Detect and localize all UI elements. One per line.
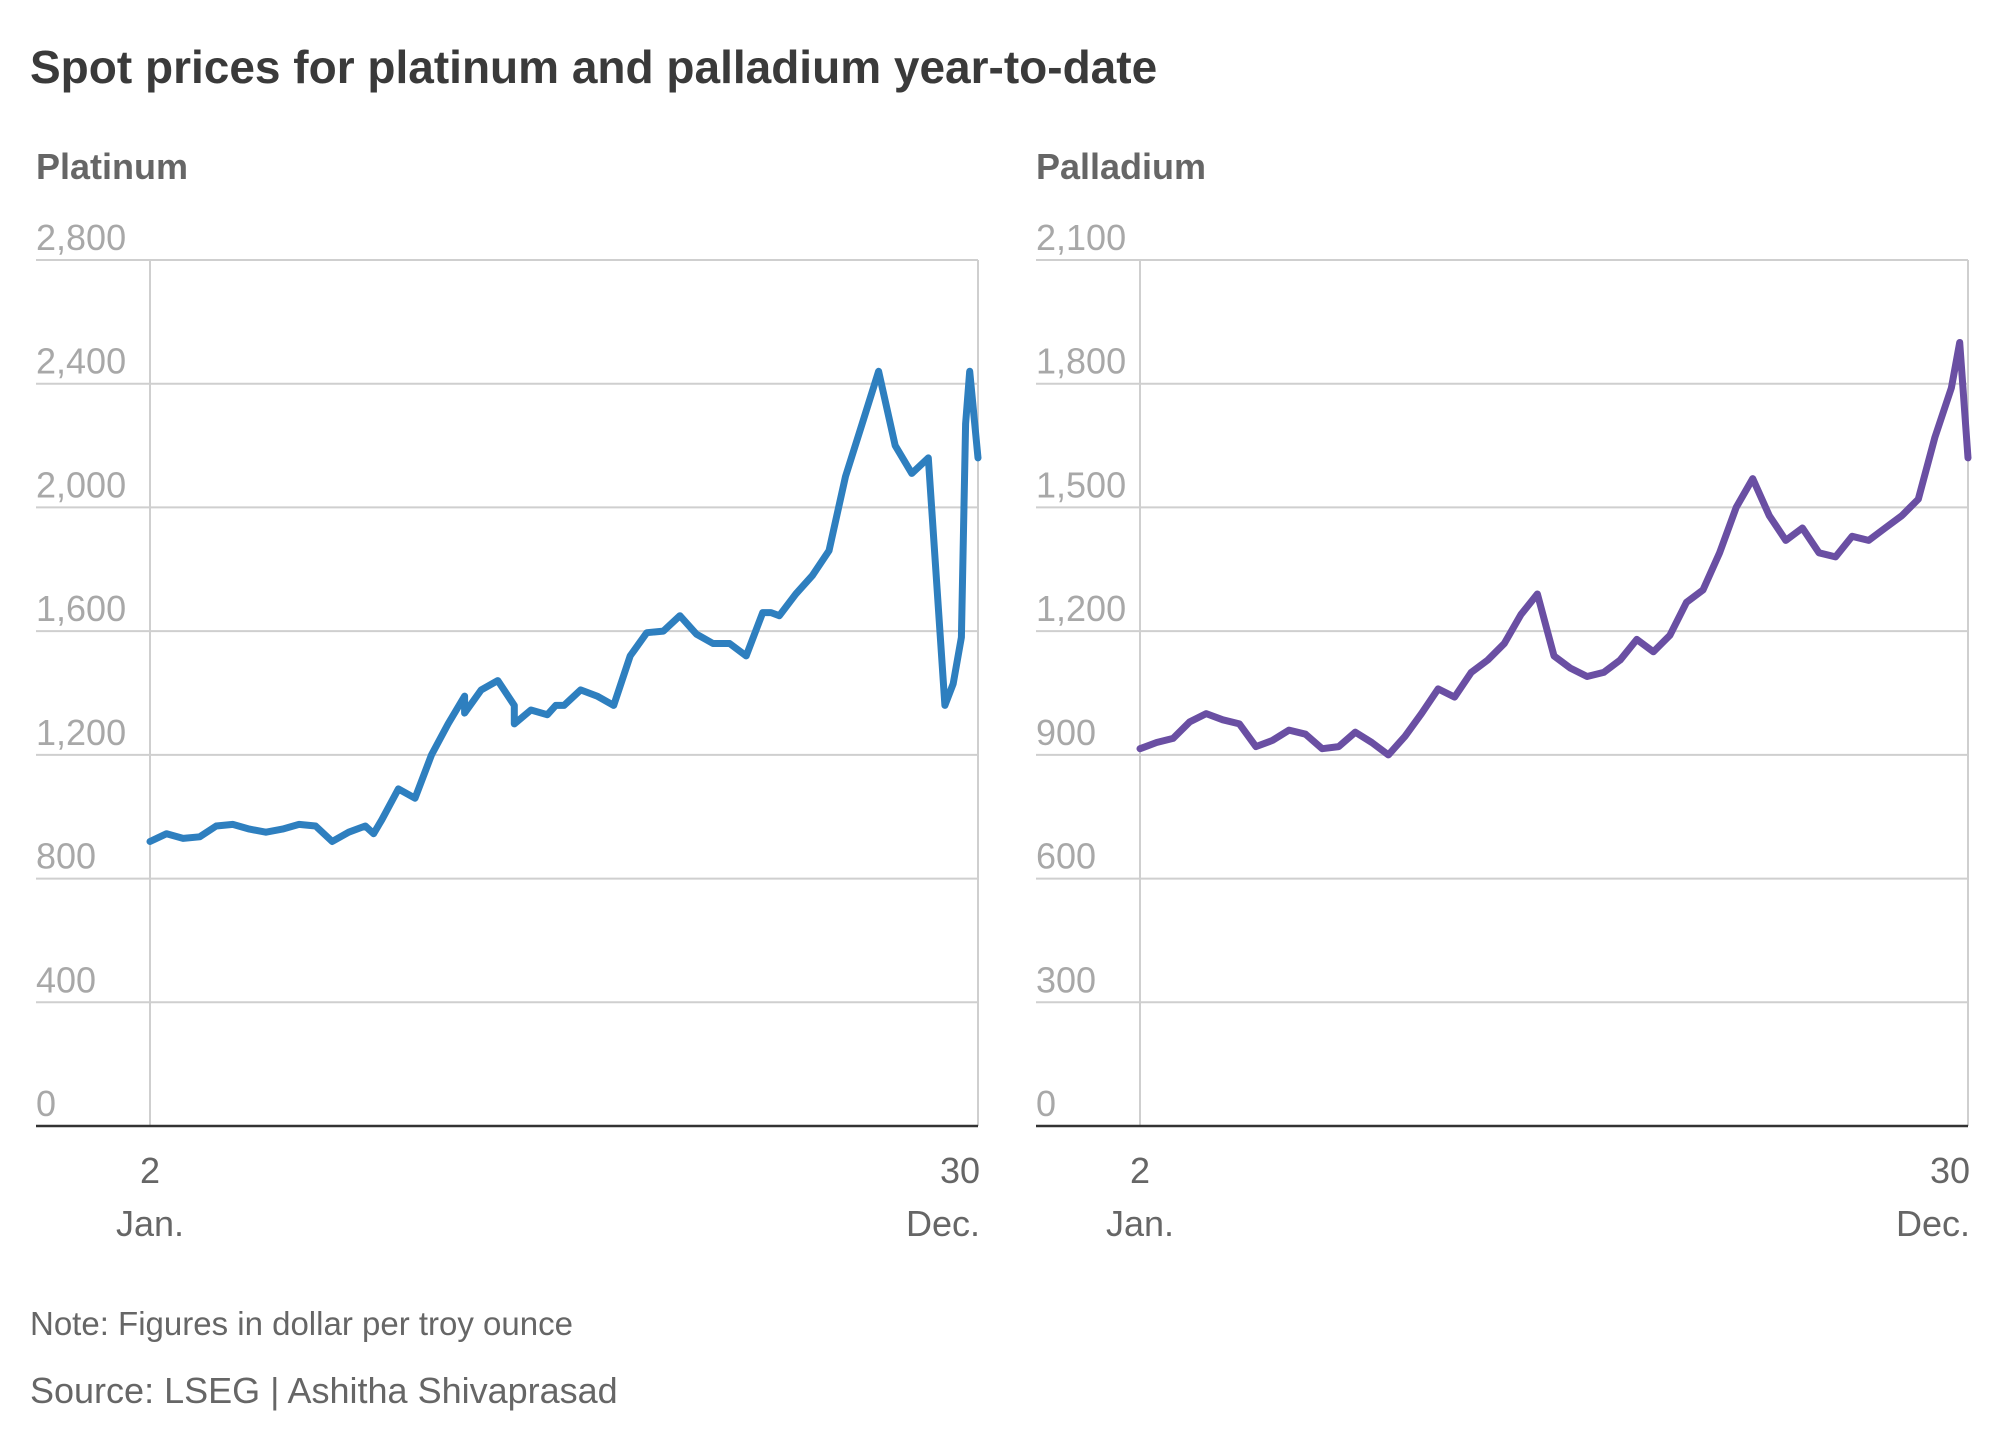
platinum-y-tick-label: 1,200 bbox=[36, 712, 126, 753]
note: Note: Figures in dollar per troy ounce bbox=[30, 1305, 573, 1342]
platinum-x-tick-month: Jan. bbox=[116, 1203, 184, 1244]
platinum-y-tick-label: 800 bbox=[36, 836, 96, 877]
palladium-panel-title: Palladium bbox=[1036, 146, 1207, 187]
palladium-x-tick-day: 30 bbox=[1930, 1150, 1970, 1191]
chart-title: Spot prices for platinum and palladium y… bbox=[30, 41, 1158, 93]
platinum-panel-title: Platinum bbox=[36, 146, 189, 187]
platinum-x-tick-month: Dec. bbox=[906, 1203, 980, 1244]
platinum-y-tick-label: 2,800 bbox=[36, 217, 126, 258]
platinum-y-tick-label: 400 bbox=[36, 959, 96, 1000]
palladium-series-line bbox=[1136, 339, 1972, 759]
platinum-x-tick-day: 30 bbox=[940, 1150, 980, 1191]
platinum-x-tick-day: 2 bbox=[140, 1150, 160, 1191]
palladium-y-tick-label: 300 bbox=[1036, 959, 1096, 1000]
palladium-y-tick-label: 1,800 bbox=[1036, 341, 1126, 382]
palladium-y-tick-label: 600 bbox=[1036, 836, 1096, 877]
palladium-x-tick-month: Jan. bbox=[1106, 1203, 1174, 1244]
platinum-y-tick-label: 2,400 bbox=[36, 341, 126, 382]
palladium-y-tick-label: 1,500 bbox=[1036, 464, 1126, 505]
palladium-y-tick-label: 1,200 bbox=[1036, 588, 1126, 629]
platinum-y-tick-label: 1,600 bbox=[36, 588, 126, 629]
source: Source: LSEG | Ashitha Shivaprasad bbox=[30, 1370, 618, 1411]
palladium-x-tick-month: Dec. bbox=[1896, 1203, 1970, 1244]
platinum-y-tick-label: 0 bbox=[36, 1083, 56, 1124]
palladium-y-tick-label: 900 bbox=[1036, 712, 1096, 753]
palladium-x-tick-day: 2 bbox=[1130, 1150, 1150, 1191]
platinum-series-line bbox=[146, 367, 982, 845]
platinum-y-tick-label: 2,000 bbox=[36, 464, 126, 505]
palladium-y-tick-label: 2,100 bbox=[1036, 217, 1126, 258]
palladium-y-tick-label: 0 bbox=[1036, 1083, 1056, 1124]
